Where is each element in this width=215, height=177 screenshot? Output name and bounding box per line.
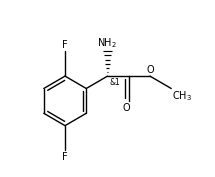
Text: &1: &1 — [110, 78, 120, 87]
Text: O: O — [122, 103, 130, 113]
Text: O: O — [146, 65, 154, 75]
Text: NH$_2$: NH$_2$ — [97, 36, 117, 50]
Text: CH$_3$: CH$_3$ — [172, 89, 192, 103]
Text: F: F — [62, 40, 68, 50]
Text: F: F — [62, 152, 68, 162]
